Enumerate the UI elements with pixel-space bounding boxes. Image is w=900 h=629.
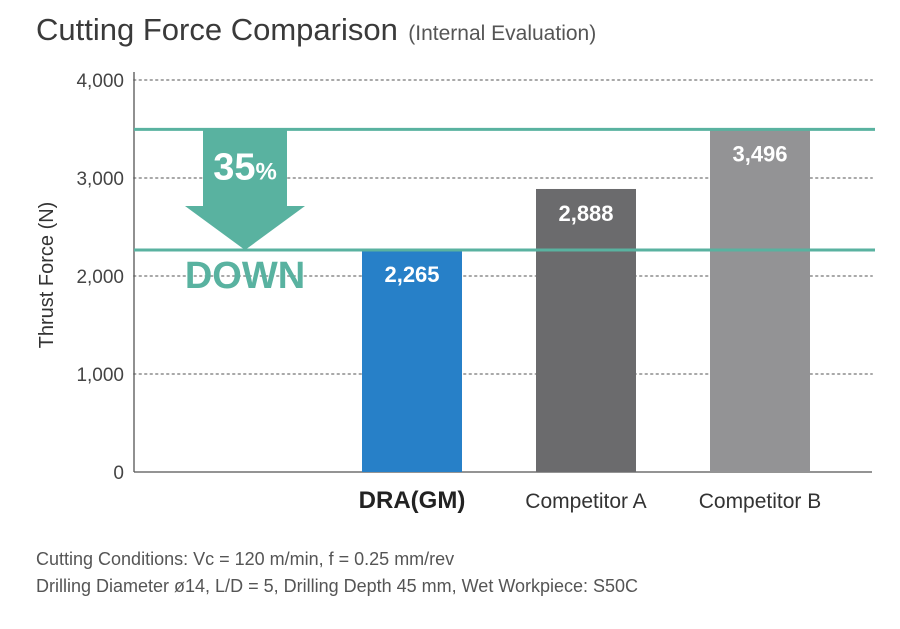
conditions-line-1: Cutting Conditions: Vc = 120 m/min, f = …	[36, 549, 455, 569]
bar	[536, 188, 636, 472]
y-tick-label: 4,000	[76, 71, 124, 92]
y-tick-label: 1,000	[76, 365, 124, 386]
chart-subtitle: (Internal Evaluation)	[408, 22, 597, 45]
bar-value-label: 3,496	[732, 141, 787, 166]
reduction-percent: 35%	[213, 147, 277, 189]
y-tick-label: 0	[113, 463, 124, 484]
x-tick-label: Competitor B	[699, 490, 822, 513]
bar	[362, 250, 462, 472]
x-tick-label: DRA(GM)	[359, 487, 466, 514]
cutting-conditions: Cutting Conditions: Vc = 120 m/min, f = …	[36, 546, 638, 600]
down-arrow-icon	[185, 129, 305, 251]
y-tick-label: 2,000	[76, 267, 124, 288]
conditions-line-2: Drilling Diameter ø14, L/D = 5, Drilling…	[36, 576, 639, 596]
bars: 2,265 2,888 3,496	[362, 129, 810, 472]
y-axis-label: Thrust Force (N)	[36, 202, 58, 349]
x-tick-label: Competitor A	[525, 490, 646, 513]
y-tick-label: 3,000	[76, 169, 124, 190]
chart-title: Cutting Force Comparison	[36, 12, 398, 47]
bar-value-label: 2,888	[558, 201, 613, 226]
chart-title-block: Cutting Force Comparison (Internal Evalu…	[36, 12, 596, 48]
bar	[710, 129, 810, 472]
reduction-annotation: 35% DOWN	[185, 129, 305, 297]
bar-value-label: 2,265	[384, 262, 439, 287]
reduction-label: DOWN	[185, 255, 305, 297]
